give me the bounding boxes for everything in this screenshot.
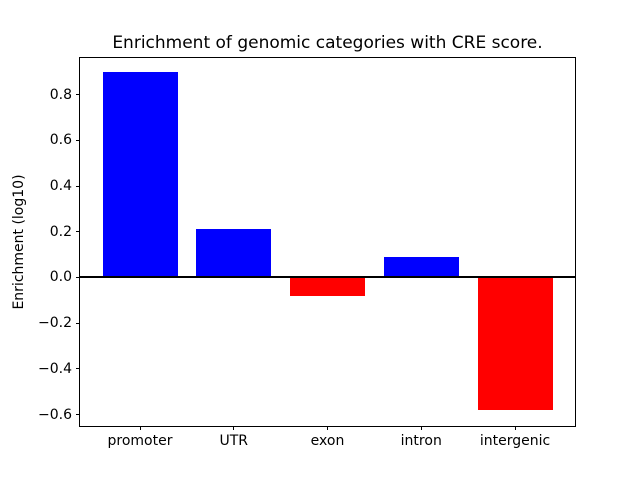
y-axis-label: Enrichment (log10) [11,174,27,310]
y-tick-label: −0.6 [38,406,72,423]
y-tick-label: 0.0 [49,269,72,286]
y-tick-label: 0.4 [49,178,72,194]
y-tick-mark [76,185,80,187]
y-tick-label: 0.8 [49,86,72,103]
plot-area [79,57,576,427]
x-tick-mark [139,426,141,430]
x-tick-label-UTR: UTR [219,433,249,449]
x-tick-label-exon: exon [310,433,345,449]
x-tick-mark [514,426,516,430]
x-tick-label-promoter: promoter [107,433,173,449]
y-tick-mark [76,139,80,141]
y-tick-label: −0.4 [38,360,72,377]
bar-promoter [102,71,178,278]
x-tick-mark [233,426,235,430]
x-tick-mark [327,426,328,430]
x-tick-mark [420,426,422,430]
x-tick-label-intron: intron [400,433,442,449]
y-tick-mark [76,276,80,278]
x-tick-label-intergenic: intergenic [479,433,551,449]
bar-exon [290,277,365,296]
bar-UTR [196,229,272,278]
y-tick-mark [76,94,80,96]
chart-title: Enrichment of genomic categories with CR… [112,33,543,53]
y-tick-label: 0.2 [49,223,72,240]
bar-intron [383,256,459,278]
y-tick-mark [76,368,80,370]
zero-line [80,276,575,279]
y-tick-label: 0.6 [49,132,72,149]
y-tick-label: −0.2 [38,315,72,332]
y-tick-mark [76,322,80,324]
y-tick-mark [76,231,80,233]
bar-intergenic [477,277,553,410]
y-tick-mark [76,414,80,416]
